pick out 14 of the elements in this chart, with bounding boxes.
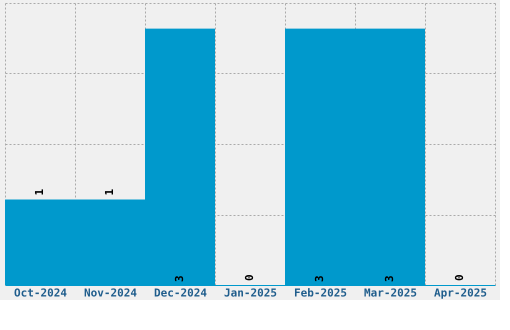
x-tick-label: Mar-2025 — [364, 286, 417, 300]
data-label: 3 — [173, 275, 186, 282]
x-tick-label: Dec-2024 — [154, 286, 208, 300]
data-label: 0 — [243, 274, 256, 281]
x-tick-label: Oct-2024 — [14, 286, 68, 300]
x-tick-label: Feb-2025 — [294, 286, 347, 300]
data-label: 1 — [103, 188, 116, 196]
data-label: 0 — [453, 274, 466, 281]
data-label: 3 — [383, 275, 396, 282]
x-tick-label: Apr-2025 — [434, 286, 487, 300]
x-tick-label: Nov-2024 — [84, 286, 138, 300]
data-label: 3 — [313, 275, 326, 282]
data-label: 1 — [33, 188, 46, 196]
x-tick-label: Jan-2025 — [224, 286, 277, 300]
